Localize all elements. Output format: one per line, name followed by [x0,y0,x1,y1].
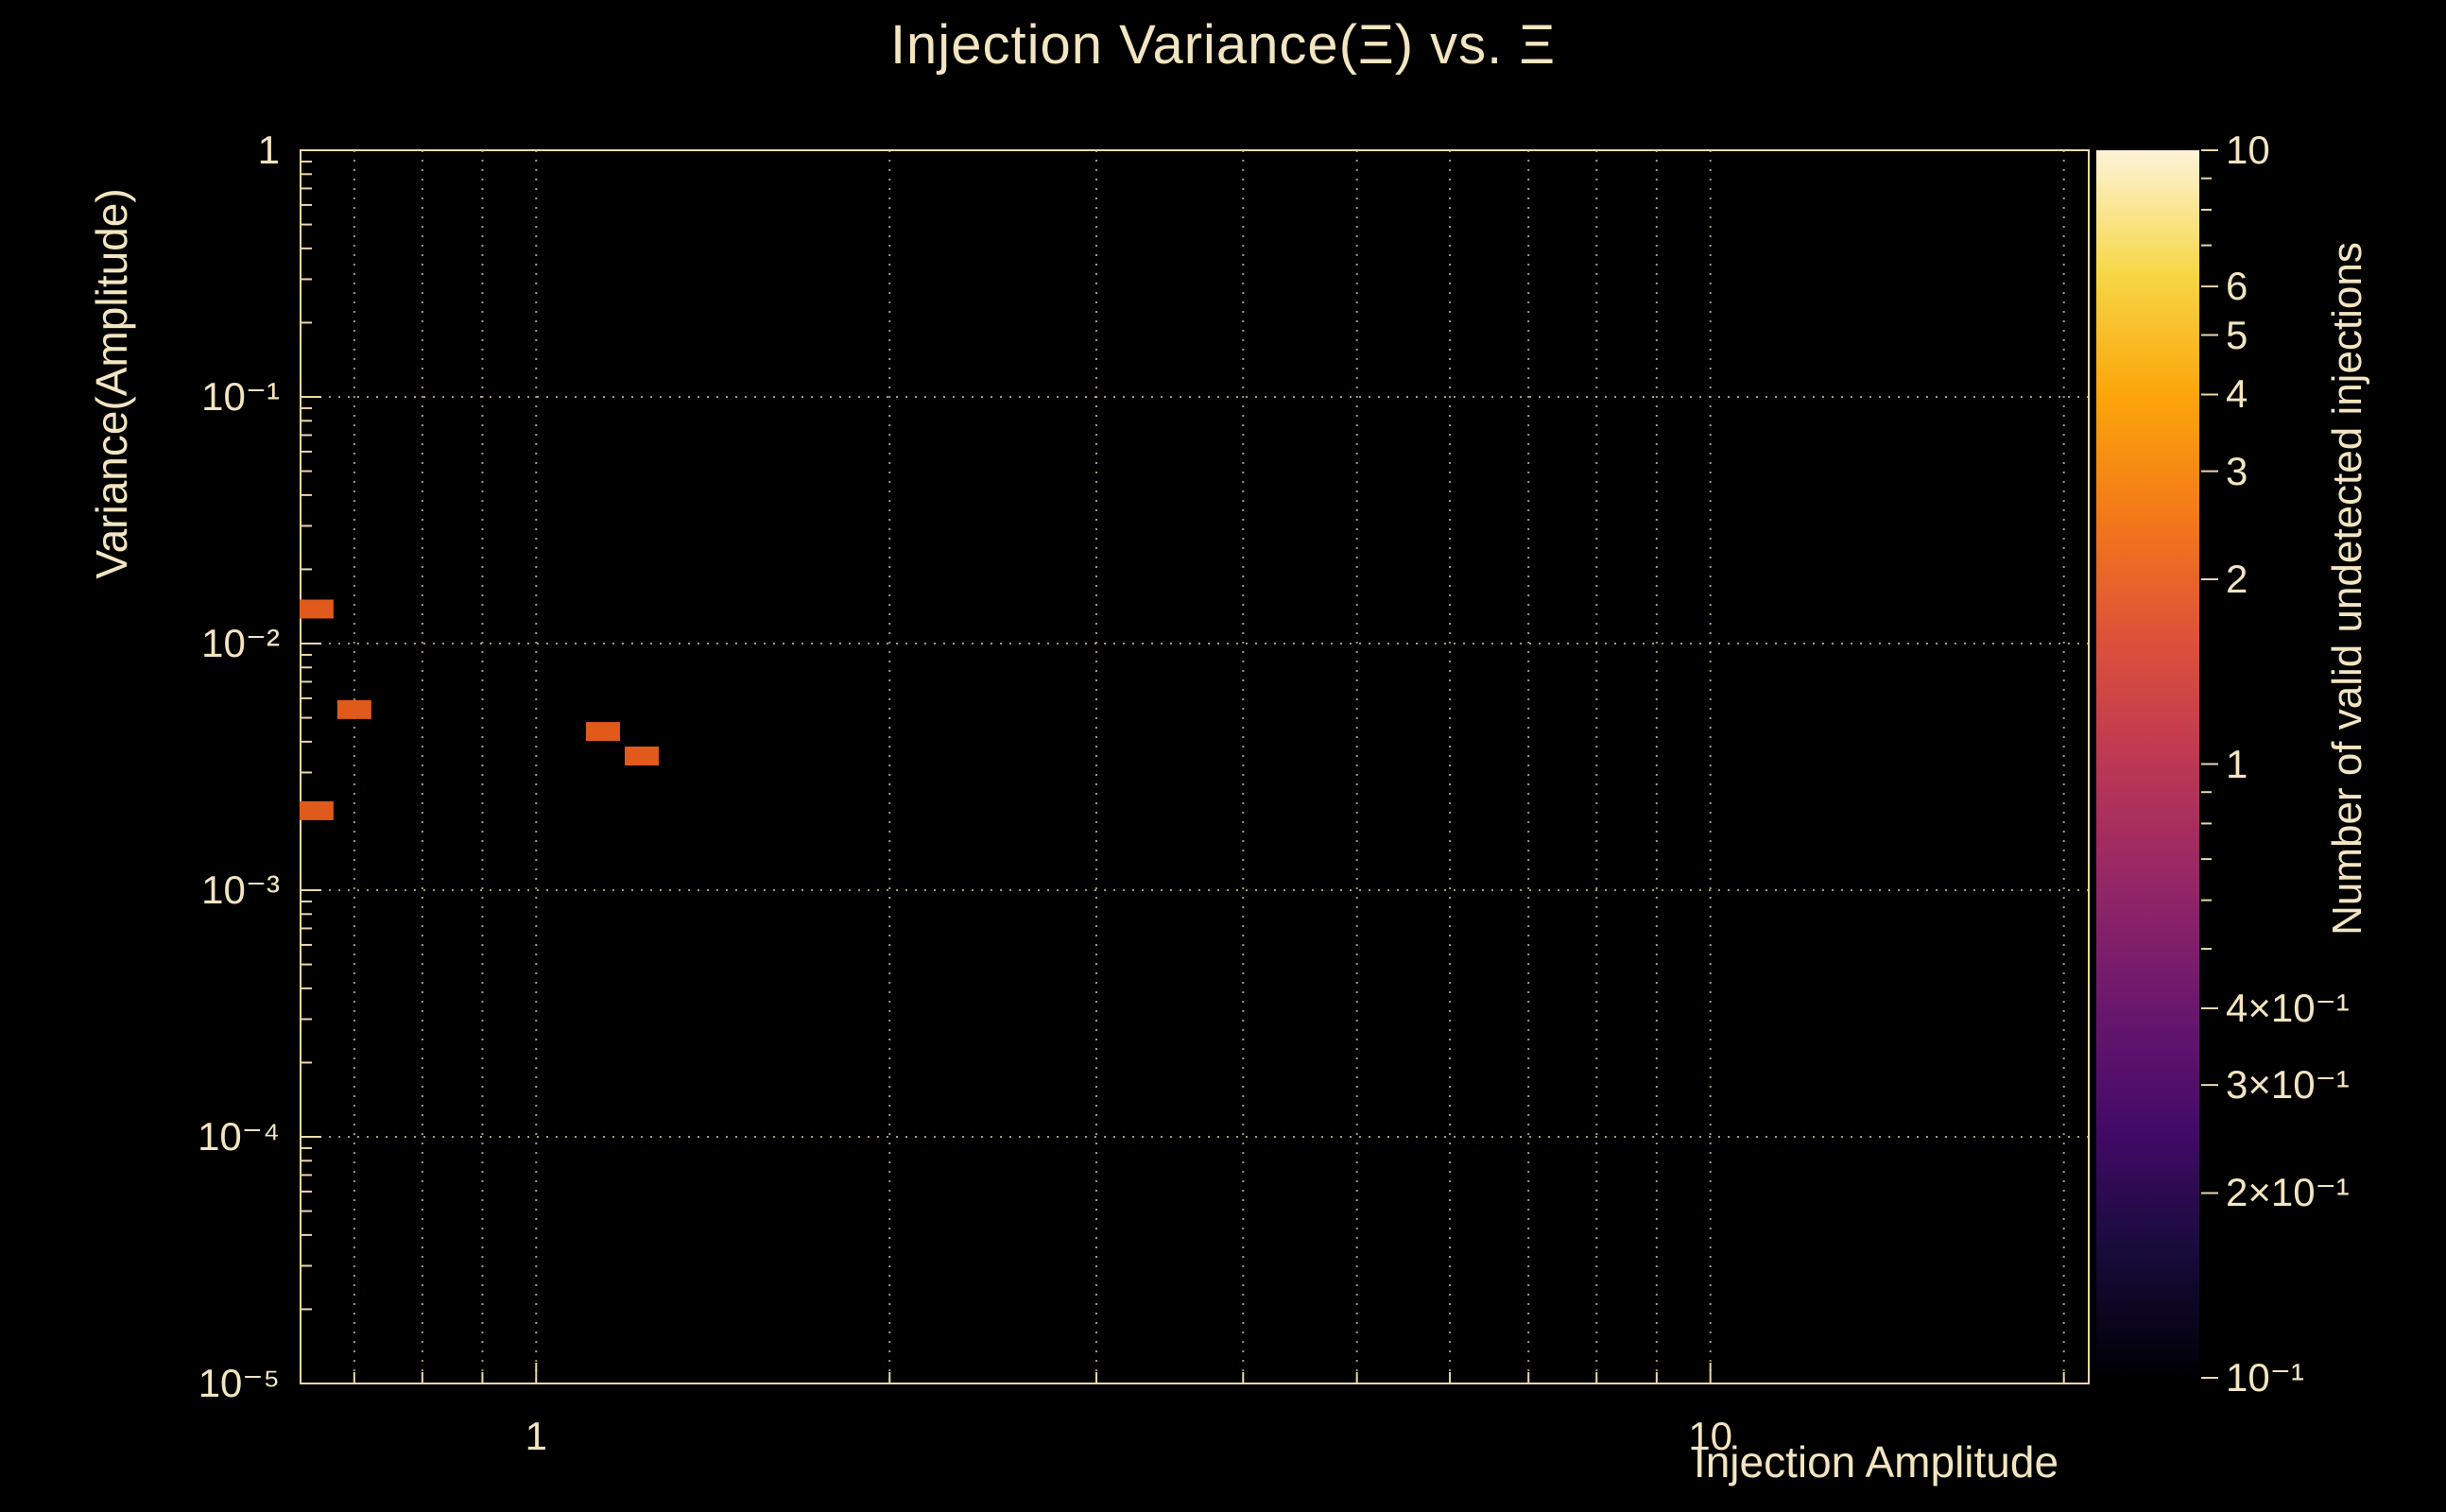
colorbar-tick-label: 2×10⁻¹ [2226,1170,2350,1215]
y-tick-label: 10⁻² [201,621,280,665]
chart-title: Injection Variance(Ξ) vs. Ξ [889,14,1557,76]
heatmap-cell [624,746,659,765]
colorbar-tick-label: 4×10⁻¹ [2226,985,2350,1030]
colorbar-tick-label: 2 [2226,556,2248,601]
heatmap-cell [585,722,620,742]
colorbar-gradient [2096,150,2199,1378]
plot-frame [300,149,2090,1384]
colorbar-tick-label: 5 [2226,312,2248,357]
colorbar-tick-label: 6 [2226,264,2248,309]
colorbar-tick-label: 1 [2226,741,2248,786]
y-tick-label: 10⁻¹ [201,374,280,419]
colorbar-tick-label: 3×10⁻¹ [2226,1062,2350,1108]
x-axis-label: Injection Amplitude [1693,1437,2059,1486]
colorbar-tick-label: 10⁻¹ [2226,1355,2304,1400]
colorbar-tick-label: 10 [2226,128,2270,172]
x-tick-label: 10 [1688,1414,1733,1458]
y-tick-label: 10⁻⁵ [198,1361,280,1405]
heatmap-cell [299,800,334,820]
heatmap-cell [336,699,371,719]
y-tick-label: 10⁻⁴ [198,1114,280,1159]
y-tick-label: 1 [257,128,280,172]
y-tick-label: 10⁻³ [201,868,280,912]
x-tick-label: 1 [525,1414,547,1458]
heatmap-cell [299,599,334,619]
colorbar-tick-label: 4 [2226,371,2248,417]
colorbar-tick-label: 3 [2226,448,2248,493]
